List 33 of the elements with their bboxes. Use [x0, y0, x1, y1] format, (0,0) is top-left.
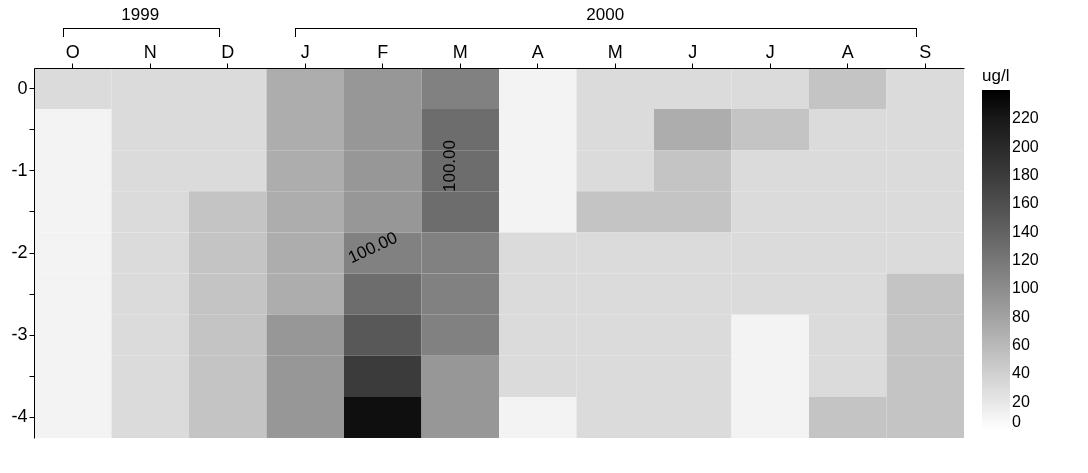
color-bar-label: 180 — [1012, 166, 1039, 183]
color-bar-label: 120 — [1012, 251, 1039, 268]
x-tick-label: M — [607, 41, 623, 62]
color-bar-label: 220 — [1012, 109, 1039, 127]
x-tick-label: M — [452, 41, 468, 62]
text: 1999 — [121, 5, 160, 25]
color-bar-label: 140 — [1012, 222, 1039, 240]
color-bar-label: 40 — [1012, 364, 1030, 382]
color-bar-label: 100 — [1012, 279, 1039, 297]
x-tick-label: S — [919, 41, 932, 62]
x-tick-label: O — [65, 41, 80, 62]
y-tick-label: -2 — [11, 242, 28, 262]
color-bar-label: 160 — [1012, 194, 1039, 212]
color-bar-title: ug/l — [982, 66, 1010, 85]
x-tick-label: J — [765, 41, 775, 62]
color-bar-label: 200 — [1012, 137, 1039, 155]
x-tick-label: J — [300, 41, 310, 62]
color-bar-label: 20 — [1012, 392, 1030, 410]
color-bar-label: 0 — [1012, 413, 1021, 430]
x-tick-label: J — [688, 41, 698, 62]
x-tick-label: F — [377, 41, 389, 62]
y-tick-label: 0 — [17, 77, 28, 98]
x-tick-label: D — [221, 41, 235, 62]
color-bar-label: 80 — [1012, 307, 1030, 325]
y-tick-label: -1 — [11, 159, 28, 180]
x-tick-label: N — [143, 41, 157, 62]
y-tick-label: -3 — [11, 324, 28, 345]
x-tick-label: A — [531, 41, 544, 62]
x-tick-label: A — [841, 41, 854, 62]
color-bar-label: 60 — [1012, 336, 1030, 353]
annotation: 100.00 — [440, 139, 461, 192]
text: 2000 — [586, 5, 625, 25]
y-tick-label: -4 — [11, 406, 28, 427]
